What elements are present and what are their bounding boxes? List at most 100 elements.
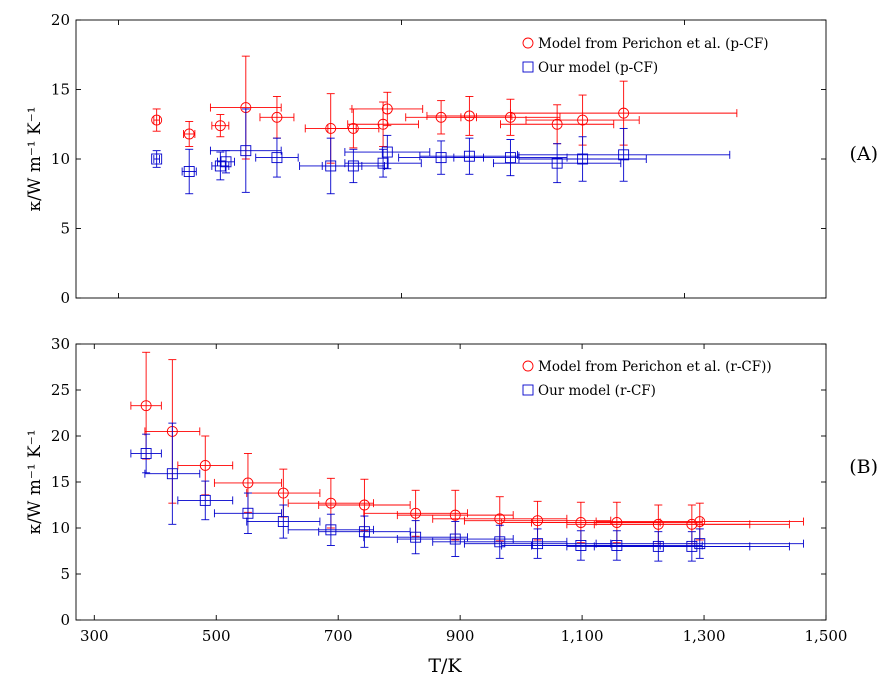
circle-marker (140, 400, 152, 412)
data-point (398, 140, 484, 175)
data-point (595, 528, 804, 559)
square-marker (140, 448, 152, 459)
x-tick-label: 1,100 (561, 627, 604, 645)
circle-marker (183, 128, 195, 140)
data-point (518, 136, 647, 182)
legend-label: Our model (r-CF) (538, 383, 656, 399)
panel-a: 0 5 10 15 20 κ/W m⁻¹ K⁻¹ (A) Model from Pericho… (25, 11, 878, 307)
data-point (460, 98, 561, 136)
x-tick-label: 300 (80, 627, 109, 645)
data-point (255, 137, 299, 178)
square-marker (463, 150, 475, 162)
circle-marker (686, 518, 698, 530)
data-point (211, 114, 230, 138)
data-point (419, 137, 520, 175)
panel-label: (A) (849, 143, 878, 165)
square-marker (358, 526, 370, 538)
series-our-model (130, 422, 804, 562)
data-point (213, 492, 282, 534)
circle-marker (410, 507, 422, 519)
series-perichon (130, 351, 804, 545)
square-marker (494, 536, 506, 548)
circle-marker (494, 513, 506, 525)
square-marker (199, 494, 211, 506)
legend-label: Our model (p-CF) (538, 60, 658, 76)
data-point (151, 108, 163, 132)
data-point (318, 515, 411, 548)
square-marker (214, 160, 226, 172)
data-point (432, 524, 568, 559)
data-point (531, 530, 703, 561)
data-point (347, 101, 419, 147)
circle-marker (325, 497, 337, 509)
y-tick-label: 25 (51, 381, 70, 399)
data-point (183, 121, 196, 147)
data-point (493, 143, 622, 184)
circle-marker (242, 477, 254, 489)
panel-b: 0 5 10 15 20 25 30 300 500 700 900 1,100 1,300 1,500 κ… (25, 335, 878, 645)
y-tick-label: 0 (60, 611, 70, 629)
circle-marker (435, 111, 447, 123)
data-point (463, 528, 612, 559)
circle-marker (463, 110, 475, 122)
data-point (595, 502, 804, 541)
legend-entry: Our model (p-CF) (522, 60, 658, 76)
legend-square-marker (522, 384, 534, 396)
circle-marker (199, 459, 211, 471)
data-point (396, 489, 514, 541)
y-tick-label: 20 (51, 427, 70, 445)
y-axis-label: κ/W m⁻¹ K⁻¹ (25, 429, 45, 534)
data-point (177, 480, 234, 521)
x-tick-label: 700 (324, 627, 353, 645)
legend-entry: Our model (r-CF) (522, 383, 656, 399)
legend-circle-marker (522, 360, 534, 372)
data-point (351, 91, 424, 127)
data-point (531, 501, 703, 544)
x-tick-label: 500 (202, 627, 231, 645)
data-point (259, 95, 295, 139)
square-marker (410, 531, 422, 543)
circle-marker (381, 103, 393, 115)
legend-entry: Model from Perichon et al. (r-CF)) (522, 359, 772, 375)
circle-marker (577, 114, 589, 126)
circle-marker (694, 516, 706, 528)
data-point (344, 148, 422, 178)
y-tick-label: 20 (51, 11, 70, 29)
data-point (363, 520, 468, 555)
square-marker (381, 146, 393, 158)
circle-marker (277, 487, 289, 499)
circle-marker (214, 120, 226, 132)
x-tick-label: 900 (446, 627, 475, 645)
square-marker (220, 156, 232, 168)
x-axis-label: T/K (428, 655, 462, 677)
legend-circle-marker (522, 37, 534, 49)
legend-entry: Model from Perichon et al. (p-CF) (522, 36, 769, 52)
circle-marker (358, 499, 370, 511)
square-marker (611, 540, 623, 551)
circle-marker (618, 107, 630, 119)
data-point (327, 108, 380, 149)
y-tick-label: 10 (51, 519, 70, 537)
data-point (500, 104, 615, 145)
data-point (130, 433, 162, 474)
y-tick-label: 10 (51, 150, 70, 168)
circle-marker (347, 122, 359, 134)
square-marker (242, 507, 254, 519)
square-marker (532, 538, 544, 550)
x-tick-label: 1,500 (805, 627, 848, 645)
data-point (344, 134, 431, 170)
y-tick-label: 30 (51, 335, 70, 353)
data-point (246, 504, 321, 539)
series-our-model (151, 108, 731, 195)
data-point (321, 148, 385, 184)
square-marker (166, 468, 178, 480)
square-marker (577, 153, 589, 165)
y-tick-label: 0 (60, 289, 70, 307)
square-marker (277, 516, 289, 528)
circle-marker (151, 114, 163, 126)
y-tick-label: 15 (51, 81, 70, 99)
square-marker (686, 540, 698, 552)
square-marker (377, 157, 389, 169)
y-tick-label: 15 (51, 473, 70, 491)
